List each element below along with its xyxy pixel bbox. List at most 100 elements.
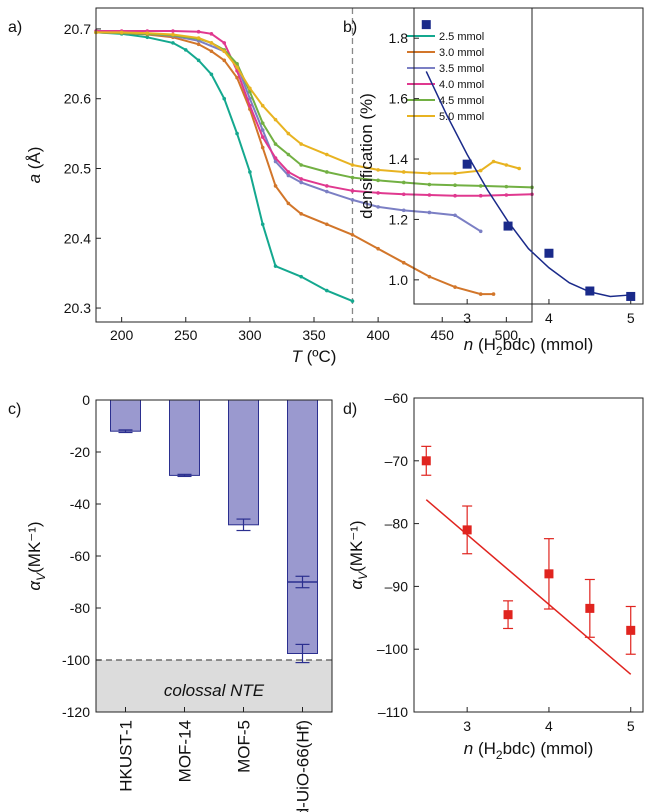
x-tick-label: 5	[627, 718, 635, 734]
data-point	[585, 286, 595, 296]
data-point	[286, 201, 291, 206]
data-point	[462, 525, 472, 535]
y-tick-label: -80	[70, 600, 90, 616]
data-point	[427, 193, 432, 197]
data-point	[286, 173, 291, 178]
bar	[110, 399, 141, 432]
data-point	[325, 152, 329, 157]
legend-label: 4.5 mmol	[439, 95, 484, 107]
data-point	[196, 36, 201, 40]
x-axis-tail: bdc) (mmol)	[503, 335, 594, 354]
data-point	[585, 603, 595, 613]
data-point	[401, 192, 406, 197]
data-point	[350, 299, 355, 303]
x-axis-label: T (ºC)	[292, 347, 337, 366]
y-axis-unit: (MK⁻¹)	[25, 521, 44, 572]
data-point	[350, 232, 355, 237]
data-point	[235, 131, 239, 136]
y-axis-var: α	[25, 580, 44, 591]
fit-line	[425, 499, 632, 675]
legend-label: 4.0 mmol	[439, 79, 484, 91]
data-point	[248, 96, 252, 101]
data-point	[119, 30, 124, 35]
data-point	[376, 191, 380, 195]
data-point	[421, 456, 431, 466]
data-point	[196, 29, 201, 34]
data-point	[248, 86, 252, 91]
data-point	[209, 49, 214, 54]
x-axis-unit: (ºC)	[302, 347, 337, 366]
data-point	[299, 142, 303, 146]
panel-c-label: c)	[8, 401, 21, 418]
data-point	[503, 221, 513, 231]
plot-frame	[413, 7, 644, 305]
series-line	[96, 30, 533, 197]
data-point	[286, 131, 291, 136]
data-point	[299, 177, 303, 181]
x-tick-label: 5	[627, 310, 635, 326]
panel-a-label: a)	[8, 19, 22, 36]
y-tick-label: 20.4	[64, 230, 91, 246]
legend-label: 5.0 mmol	[439, 111, 484, 123]
y-axis-label: a (Å)	[25, 147, 44, 184]
data-point	[427, 171, 432, 176]
y-axis-sub: V	[356, 571, 370, 580]
data-point	[171, 32, 175, 37]
data-point	[286, 152, 291, 157]
data-point	[286, 170, 291, 174]
y-tick-label: -40	[70, 496, 90, 512]
data-point	[260, 222, 265, 227]
x-axis-var: n	[464, 739, 473, 758]
data-point	[209, 32, 214, 36]
x-tick-label: 300	[238, 327, 262, 343]
y-axis-unit: (Å)	[25, 147, 44, 174]
x-axis-unit: (H	[473, 739, 496, 758]
x-axis-sub: 2	[496, 748, 503, 762]
y-tick-label: –80	[385, 516, 409, 532]
y-tick-label: -120	[62, 704, 90, 720]
x-tick-label: 350	[302, 327, 326, 343]
y-tick-label: –90	[385, 578, 409, 594]
category-label: HKUST-1	[117, 720, 136, 792]
data-point	[273, 264, 278, 268]
data-point	[453, 213, 457, 218]
data-point	[325, 189, 329, 194]
data-point	[478, 168, 483, 173]
data-point	[260, 145, 265, 150]
panel-d-label: d)	[343, 401, 357, 418]
data-point	[260, 135, 265, 139]
data-point	[260, 128, 265, 132]
x-tick-label: 450	[431, 327, 455, 343]
y-tick-label: 1.2	[389, 211, 409, 227]
data-point	[350, 175, 355, 180]
data-point	[171, 29, 175, 33]
legend-label: 3.5 mmol	[439, 63, 484, 75]
y-tick-label: –60	[385, 390, 409, 406]
plot-frame	[413, 397, 644, 713]
data-point	[427, 182, 432, 187]
data-point	[325, 184, 329, 188]
x-axis-tail: bdc) (mmol)	[503, 739, 594, 758]
data-point	[145, 31, 150, 35]
x-axis-sub: 2	[496, 344, 503, 358]
data-point	[491, 159, 496, 164]
data-point	[427, 210, 432, 215]
data-point	[196, 42, 201, 47]
data-point	[376, 205, 380, 209]
data-point	[299, 163, 303, 167]
data-point	[235, 75, 239, 80]
data-point	[478, 292, 483, 296]
data-point	[544, 248, 554, 258]
y-tick-label: 1.6	[389, 91, 409, 107]
plot-frame	[95, 399, 333, 713]
y-tick-label: –110	[378, 704, 408, 720]
series-line	[95, 31, 494, 296]
fit-curve	[425, 71, 631, 298]
data-point	[421, 20, 431, 30]
y-tick-label: 20.7	[64, 21, 91, 37]
data-point	[503, 610, 513, 620]
x-tick-label: 3	[463, 310, 471, 326]
data-point	[299, 274, 303, 279]
y-axis-label: αV(MK⁻¹)	[347, 520, 370, 589]
